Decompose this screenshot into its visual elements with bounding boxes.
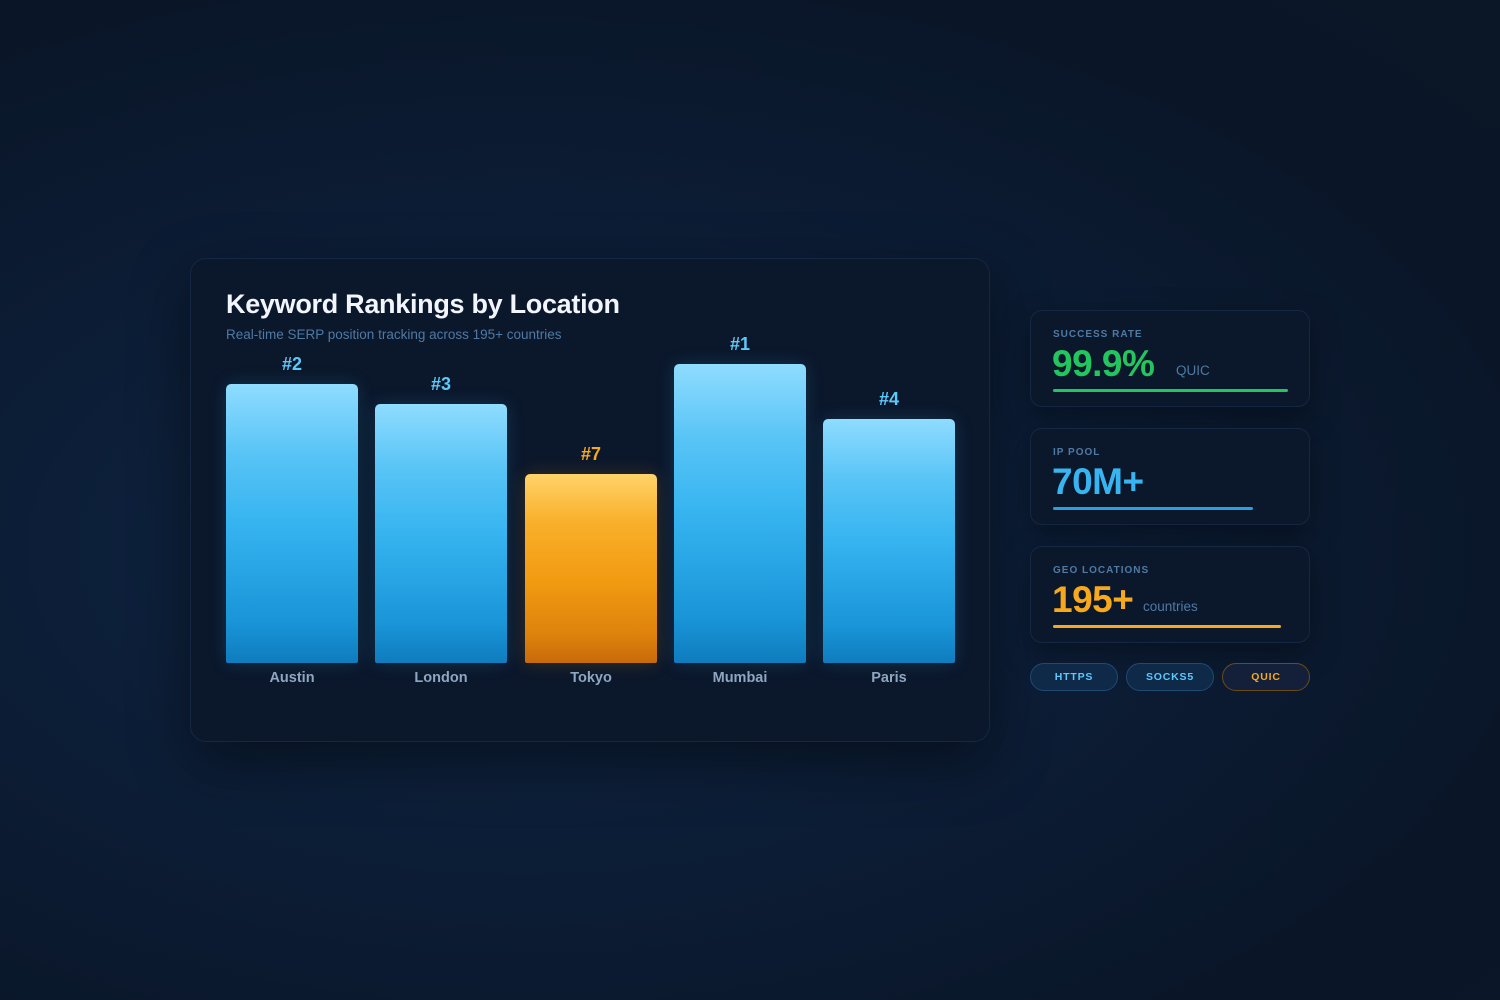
stat-card-success-rate: SUCCESS RATE 99.9% QUIC [1030,310,1310,407]
stat-value: 70M+ [1052,461,1144,502]
bar-paris[interactable] [823,419,955,663]
stat-card-ip-pool: IP POOL 70M+ [1030,428,1310,525]
stat-value: 99.9% [1052,343,1155,384]
stat-label: GEO LOCATIONS [1053,565,1150,576]
rank-label: #1 [729,334,751,354]
rank-label: #2 [281,354,303,374]
rank-label: #4 [878,389,900,409]
stat-unit: QUIC [1176,363,1210,378]
stat-card-geo-locations: GEO LOCATIONS 195+ countries [1030,546,1310,643]
rank-label: #3 [430,374,452,394]
bar-tokyo[interactable] [525,474,657,663]
bar-london[interactable] [375,404,507,663]
bar-austin[interactable] [226,384,358,663]
x-axis-label: Paris [871,670,907,686]
stat-label: IP POOL [1053,447,1101,458]
stat-progress-bar [1053,507,1253,510]
stat-unit: countries [1143,599,1198,614]
x-axis-label: Austin [269,670,315,686]
x-axis-label: London [414,670,468,686]
chart-subtitle: Real-time SERP position tracking across … [226,327,562,342]
protocol-pill-https[interactable]: HTTPS [1030,663,1118,691]
stat-label: SUCCESS RATE [1053,329,1143,340]
stat-progress-bar [1053,625,1281,628]
x-axis-label: Mumbai [712,670,768,686]
bar-mumbai[interactable] [674,364,806,663]
protocol-pill-quic[interactable]: QUIC [1222,663,1310,691]
chart-title: Keyword Rankings by Location [226,289,620,319]
chart-card: Keyword Rankings by Location Real-time S… [190,258,990,742]
stat-progress-bar [1053,389,1288,392]
x-axis-label: Tokyo [570,670,612,686]
rank-label: #7 [580,444,602,464]
protocol-pill-socks5[interactable]: SOCKS5 [1126,663,1214,691]
stat-value: 195+ [1052,579,1134,620]
